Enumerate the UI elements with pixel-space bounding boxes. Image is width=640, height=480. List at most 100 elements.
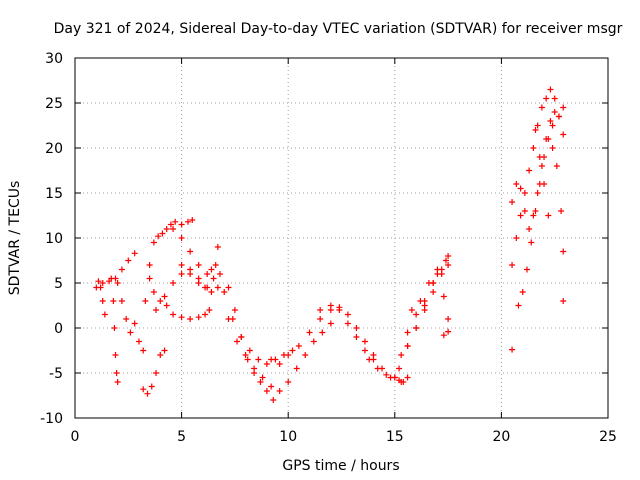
- data-point: [99, 280, 106, 286]
- y-tick-label: 15: [45, 186, 63, 202]
- data-point: [302, 352, 309, 358]
- data-point: [515, 302, 522, 309]
- data-point: [167, 221, 174, 228]
- data-point: [361, 347, 368, 354]
- data-point: [445, 328, 452, 335]
- data-point: [123, 316, 130, 322]
- data-point: [353, 334, 360, 340]
- series-sat-d: [114, 280, 147, 354]
- data-point: [251, 365, 258, 372]
- series-sat-p: [366, 356, 411, 385]
- data-point: [195, 262, 202, 268]
- y-axis-label: SDTVAR / TECUs: [7, 181, 23, 296]
- data-point: [146, 275, 153, 282]
- data-point: [148, 383, 155, 390]
- data-point: [425, 280, 432, 286]
- data-point: [195, 280, 202, 286]
- series-sat-z: [532, 127, 567, 304]
- data-point: [509, 199, 516, 205]
- data-point: [101, 311, 108, 318]
- data-point: [327, 320, 334, 327]
- data-point: [178, 262, 185, 268]
- data-point: [229, 316, 236, 322]
- data-point: [509, 346, 516, 353]
- data-point: [519, 289, 526, 295]
- data-point: [517, 212, 524, 219]
- axis-ticks: [74, 57, 609, 419]
- data-point: [560, 104, 567, 111]
- data-point: [225, 284, 232, 291]
- data-point: [157, 298, 164, 304]
- data-point: [517, 185, 524, 192]
- data-point: [113, 370, 120, 376]
- series-sat-m: [234, 320, 334, 394]
- series-sat-u: [440, 328, 452, 339]
- y-tick-label: -10: [40, 411, 63, 427]
- data-point: [366, 356, 373, 363]
- data-point: [404, 374, 411, 381]
- y-tick-label: 5: [54, 276, 63, 292]
- data-point: [555, 113, 562, 120]
- data-point: [310, 338, 317, 345]
- y-tick-label: 10: [45, 231, 63, 247]
- series-sat-h: [153, 266, 221, 313]
- data-point: [404, 329, 411, 336]
- data-point: [114, 379, 121, 385]
- data-point: [317, 307, 324, 313]
- data-point: [118, 266, 125, 273]
- data-point: [268, 383, 275, 390]
- data-point: [259, 374, 266, 381]
- data-point: [189, 217, 196, 223]
- data-point: [214, 244, 221, 250]
- data-point: [170, 280, 177, 286]
- x-tick-label: 15: [386, 429, 404, 445]
- data-point: [178, 221, 185, 228]
- data-point: [445, 262, 452, 268]
- data-point: [408, 307, 415, 313]
- data-point: [361, 338, 368, 345]
- data-point: [526, 167, 533, 174]
- data-point: [543, 95, 550, 102]
- data-point: [204, 284, 211, 291]
- data-point: [547, 118, 554, 124]
- data-point: [140, 347, 147, 354]
- data-point: [353, 325, 360, 331]
- series-sat-n: [268, 304, 377, 367]
- data-point: [285, 379, 292, 385]
- data-point: [513, 181, 520, 187]
- data-point: [445, 316, 452, 322]
- y-tick-label: -5: [49, 366, 63, 382]
- data-point: [521, 208, 528, 214]
- data-point: [187, 271, 194, 277]
- data-point: [532, 127, 539, 133]
- data-point: [244, 356, 251, 363]
- grid-lines: [75, 58, 608, 418]
- data-point: [187, 248, 194, 255]
- data-point: [398, 352, 405, 358]
- series-sat-i: [170, 226, 232, 322]
- data-point: [413, 311, 420, 318]
- data-point: [319, 329, 326, 336]
- data-point: [142, 298, 149, 304]
- data-point: [549, 145, 556, 151]
- data-point: [238, 334, 245, 340]
- data-point: [257, 379, 264, 385]
- series-sat-j: [178, 244, 221, 291]
- data-point: [523, 266, 530, 273]
- data-point: [150, 239, 157, 246]
- data-point: [421, 302, 428, 309]
- data-point: [184, 218, 191, 225]
- data-point: [118, 298, 125, 304]
- data-point: [242, 352, 249, 358]
- data-point: [163, 226, 170, 232]
- data-point: [528, 239, 535, 246]
- data-point: [202, 311, 209, 318]
- x-tick-label: 10: [279, 429, 297, 445]
- data-point: [545, 212, 552, 219]
- data-point: [374, 365, 381, 372]
- data-point: [112, 352, 119, 358]
- data-point: [212, 262, 219, 268]
- data-point: [383, 371, 390, 378]
- data-point: [327, 302, 334, 309]
